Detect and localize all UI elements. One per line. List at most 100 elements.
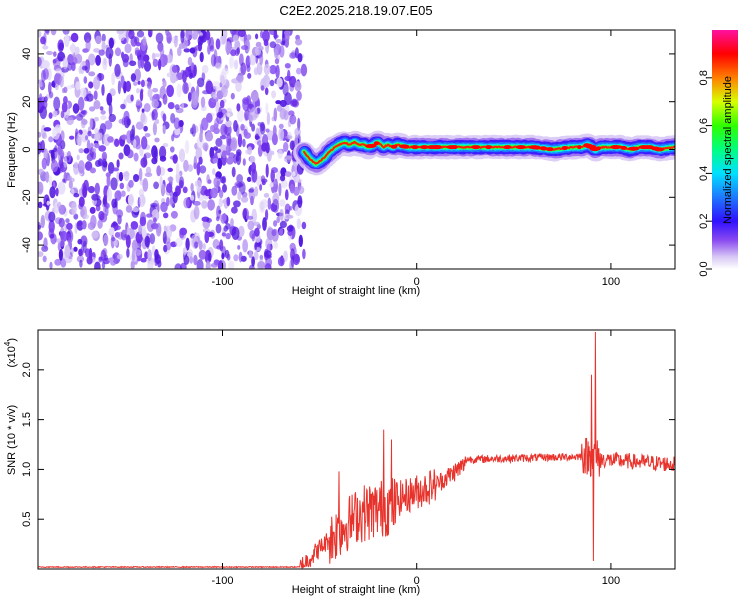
noise-blob (195, 44, 203, 51)
noise-blob (151, 99, 159, 109)
noise-blob (98, 145, 107, 152)
noise-blob (143, 60, 152, 72)
y-tick-label: 0 (21, 146, 33, 152)
noise-blob (278, 123, 284, 129)
noise-blob (92, 147, 97, 153)
noise-blob (227, 112, 231, 118)
noise-blob (160, 201, 168, 213)
noise-blob (182, 82, 190, 94)
noise-blob (121, 134, 127, 140)
noise-blob (82, 240, 87, 254)
noise-blob (183, 159, 189, 172)
noise-blob (125, 234, 131, 249)
noise-blob (147, 88, 153, 98)
noise-blob (175, 237, 183, 248)
noise-blob (175, 185, 182, 196)
noise-blob (236, 149, 242, 157)
noise-blob (216, 205, 221, 219)
noise-blob (263, 193, 270, 198)
noise-blob (249, 230, 256, 239)
noise-blob (178, 43, 185, 49)
noise-blob (210, 96, 219, 103)
trace-peak (531, 145, 540, 150)
noise-blob (285, 135, 293, 140)
noise-blob (121, 117, 126, 126)
noise-blob (254, 135, 261, 140)
noise-blob (269, 64, 277, 75)
noise-blob (283, 141, 289, 152)
colorbar-ticks: 0.0 0.2 0.4 0.6 0.8 (698, 70, 712, 277)
noise-blob (143, 125, 148, 132)
noise-blob (67, 175, 72, 182)
colorbar-gradient (712, 30, 738, 269)
noise-blob (174, 104, 180, 110)
noise-blob (292, 171, 296, 177)
noise-blob (117, 253, 123, 260)
noise-blob (60, 110, 65, 119)
noise-blob (238, 225, 245, 238)
noise-blob (106, 173, 111, 188)
trace-peak (452, 145, 458, 150)
noise-blob (152, 58, 159, 68)
noise-blob (285, 214, 294, 219)
y-tick-label: 0.5 (21, 512, 33, 527)
noise-blob (221, 85, 228, 98)
trace-peak (561, 146, 568, 150)
noise-blob (71, 61, 76, 72)
noise-blob (206, 112, 213, 123)
noise-blob (38, 201, 43, 209)
noise-blob (163, 212, 169, 219)
noise-blob (289, 140, 295, 151)
noise-blob (126, 118, 132, 126)
noise-blob (221, 232, 226, 237)
noise-blob (48, 81, 52, 95)
noise-blob (70, 188, 75, 195)
noise-blob (101, 84, 105, 96)
noise-blob (236, 103, 241, 112)
noise-blob (233, 120, 238, 132)
noise-blob (130, 94, 134, 102)
noise-blob (230, 218, 234, 228)
noise-blob (210, 125, 215, 132)
noise-blob (139, 194, 146, 208)
noise-blob (153, 181, 160, 190)
noise-blob (230, 30, 237, 35)
trace-peak (638, 145, 650, 150)
noise-blob (278, 127, 285, 141)
noise-blob (274, 48, 279, 59)
noise-blob (254, 242, 258, 251)
noise-blob (235, 81, 242, 92)
noise-blob (144, 235, 150, 248)
noise-blob (43, 148, 49, 161)
noise-blob (212, 157, 219, 164)
noise-blob (88, 71, 96, 77)
noise-blob (269, 79, 275, 87)
trace-peak (373, 141, 380, 146)
noise-blob (49, 186, 56, 199)
noise-blob (39, 93, 43, 102)
noise-blob (242, 138, 246, 148)
noise-blob (273, 220, 278, 227)
noise-blob (93, 90, 98, 100)
noise-blob (84, 161, 93, 171)
snr-scale-suffix: ) (6, 338, 18, 342)
noise-blob (257, 260, 265, 269)
noise-blob (198, 240, 203, 251)
noise-blob (284, 203, 291, 214)
noise-blob (207, 199, 216, 211)
noise-blob (60, 140, 66, 150)
noise-blob (162, 113, 167, 123)
noise-blob (242, 158, 246, 166)
noise-blob (289, 183, 295, 194)
noise-blob (193, 254, 198, 266)
noise-blob (269, 41, 277, 49)
noise-blob (294, 47, 299, 59)
noise-blob (98, 210, 105, 221)
noise-blob (157, 58, 162, 71)
noise-blob (283, 250, 288, 262)
noise-blob (222, 183, 227, 193)
noise-blob (72, 103, 80, 114)
noise-blob (82, 48, 89, 53)
noise-blob (130, 260, 135, 269)
noise-blob (131, 239, 138, 252)
